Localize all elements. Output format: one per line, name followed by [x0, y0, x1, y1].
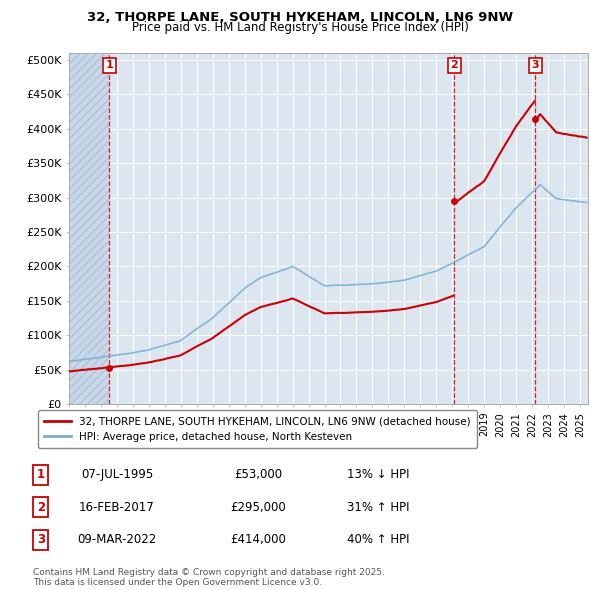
Text: 40% ↑ HPI: 40% ↑ HPI [347, 533, 409, 546]
Text: 07-JUL-1995: 07-JUL-1995 [81, 468, 153, 481]
Text: £53,000: £53,000 [234, 468, 282, 481]
Text: £295,000: £295,000 [230, 501, 286, 514]
Bar [69, 53, 109, 404]
Text: Price paid vs. HM Land Registry's House Price Index (HPI): Price paid vs. HM Land Registry's House … [131, 21, 469, 34]
Text: 09-MAR-2022: 09-MAR-2022 [77, 533, 157, 546]
Text: 2: 2 [37, 501, 45, 514]
Text: 31% ↑ HPI: 31% ↑ HPI [347, 501, 409, 514]
Text: 13% ↓ HPI: 13% ↓ HPI [347, 468, 409, 481]
Text: 16-FEB-2017: 16-FEB-2017 [79, 501, 155, 514]
Text: 32, THORPE LANE, SOUTH HYKEHAM, LINCOLN, LN6 9NW: 32, THORPE LANE, SOUTH HYKEHAM, LINCOLN,… [87, 11, 513, 24]
Text: Contains HM Land Registry data © Crown copyright and database right 2025.
This d: Contains HM Land Registry data © Crown c… [33, 568, 385, 587]
Text: 3: 3 [37, 533, 45, 546]
Text: 2: 2 [451, 61, 458, 70]
Text: £414,000: £414,000 [230, 533, 286, 546]
Text: 3: 3 [532, 61, 539, 70]
Legend: 32, THORPE LANE, SOUTH HYKEHAM, LINCOLN, LN6 9NW (detached house), HPI: Average : 32, THORPE LANE, SOUTH HYKEHAM, LINCOLN,… [38, 411, 477, 448]
Text: 1: 1 [106, 61, 113, 70]
Text: 1: 1 [37, 468, 45, 481]
